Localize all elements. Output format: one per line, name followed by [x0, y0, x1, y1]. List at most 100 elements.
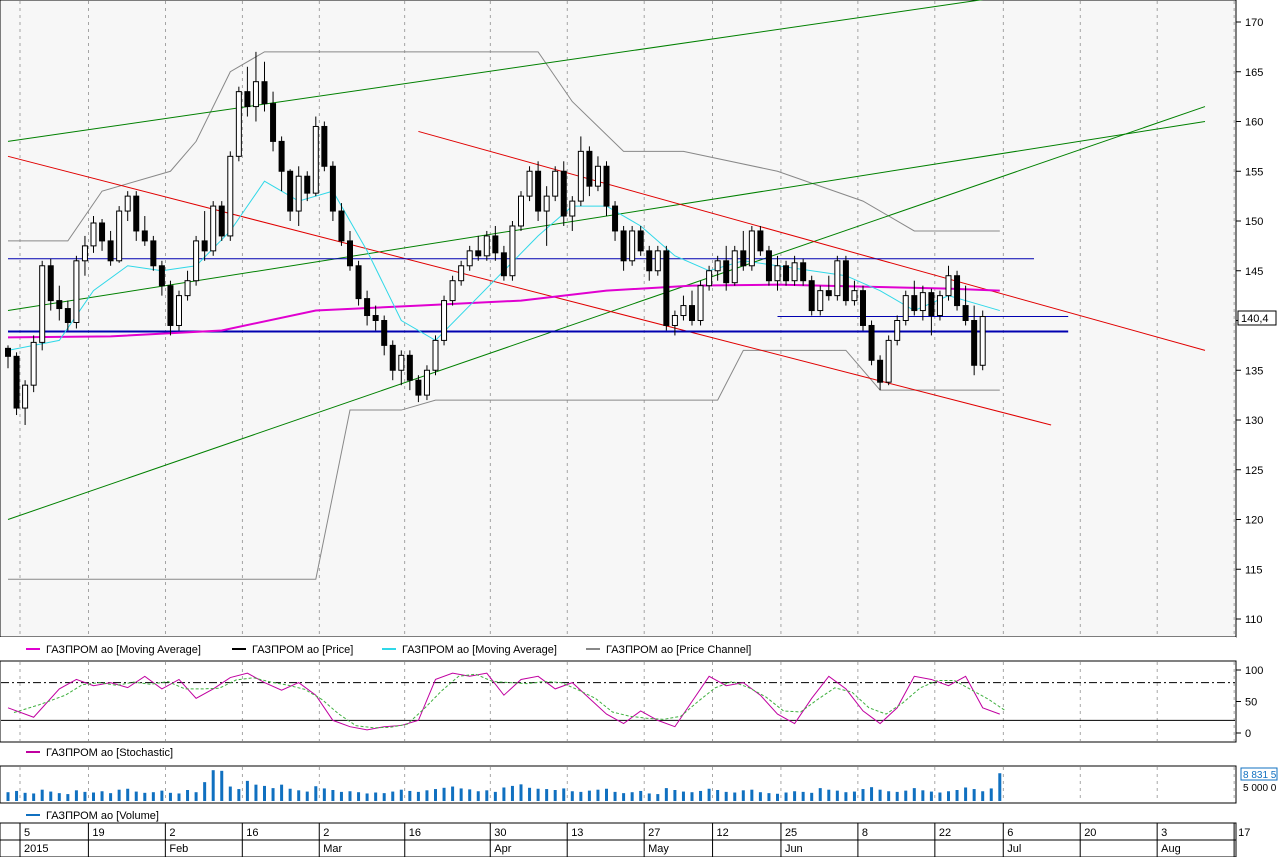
volume-bar	[49, 791, 53, 801]
time-axis-day-label: 22	[939, 827, 951, 839]
trend-line-up	[7, 106, 1206, 520]
candle-body	[278, 140, 285, 172]
candle-body	[868, 324, 875, 361]
candle-body	[415, 379, 422, 396]
stochastic-y-axis: 100 50 0	[1236, 665, 1263, 740]
volume-bar	[57, 793, 61, 801]
volume-bar	[442, 787, 446, 801]
candle-body	[535, 170, 542, 212]
volume-bar	[382, 793, 386, 801]
candle-body	[577, 150, 584, 202]
volume-bar	[254, 784, 258, 801]
candle-body	[47, 265, 54, 302]
time-axis-day-label: 20	[1084, 827, 1096, 839]
candle-body	[355, 265, 362, 300]
candle-body	[560, 170, 567, 217]
volume-bar	[15, 790, 19, 801]
candle-body	[5, 347, 11, 357]
volume-bar	[553, 790, 557, 801]
volume-pane[interactable]: 8 831 5 5 000 0	[0, 765, 1278, 804]
volume-bar	[83, 791, 87, 801]
last-price-marker: 140,4	[1237, 310, 1277, 326]
volume-bar	[416, 791, 420, 801]
price-y-tick-label: 150	[1245, 216, 1263, 228]
stochastic-y-tick-label: 0	[1245, 728, 1251, 740]
candle-body	[210, 205, 217, 252]
volume-bar	[810, 792, 814, 801]
candle-body	[817, 290, 824, 312]
candle-body	[176, 295, 182, 326]
candle-body	[458, 265, 465, 282]
volume-bar	[989, 788, 993, 801]
volume-bar	[160, 790, 164, 801]
volume-bar	[938, 792, 942, 801]
time-axis-month-label: Aug	[1161, 843, 1181, 855]
volume-bar	[835, 790, 839, 801]
volume-bar	[784, 792, 788, 801]
volume-bar	[579, 791, 583, 801]
candle-body	[774, 265, 781, 282]
time-axis-day-label: 13	[571, 827, 583, 839]
time-axis-day-label: 2	[169, 827, 175, 839]
volume-bar	[134, 791, 138, 801]
volume-bar	[305, 791, 309, 801]
legend-label: ГАЗПРОМ ао [Moving Average]	[46, 644, 201, 656]
stochastic-d-line	[13, 673, 1007, 729]
volume-bar	[237, 789, 241, 801]
volume-bar	[66, 794, 70, 801]
volume-bar	[776, 793, 779, 801]
candle-body	[894, 320, 901, 341]
volume-bar	[793, 791, 797, 801]
stochastic-pane[interactable]: 100 50 0	[0, 660, 1263, 743]
legend-label: ГАЗПРОМ ао [Moving Average]	[402, 644, 557, 656]
candle-body	[706, 270, 713, 287]
time-axis-day-label: 25	[785, 827, 797, 839]
candle-body	[423, 369, 430, 396]
candle-body	[791, 262, 798, 282]
volume-bar	[365, 793, 369, 801]
time-axis-month-label: Feb	[169, 843, 188, 855]
price-pane[interactable]: 110115120125130135140145150155160165170 …	[0, 0, 1277, 638]
candle-body	[483, 235, 490, 257]
volume-bar	[357, 792, 361, 801]
volume-bar	[126, 788, 130, 801]
volume-last-box	[1240, 767, 1278, 781]
volume-bar	[947, 791, 950, 801]
volume-bar	[203, 782, 207, 801]
volume-bar	[758, 792, 762, 801]
volume-bar	[562, 788, 566, 801]
candle-body	[971, 320, 978, 366]
candle-body	[603, 165, 610, 207]
volume-grid	[19, 767, 1235, 802]
candle-body	[526, 170, 533, 197]
candle-body	[347, 240, 353, 267]
time-axis: 5 19 2 16 2 16 30 13 27 12 25 8 22 6 20 3 17 2015 Feb Mar Ap…	[0, 822, 1250, 858]
candle-body	[697, 285, 704, 321]
candle-body	[646, 250, 653, 272]
volume-bar	[613, 791, 617, 801]
volume-pane-bg	[0, 765, 1237, 804]
volume-bar	[263, 785, 266, 801]
volume-bar	[425, 790, 429, 801]
volume-bar	[707, 788, 711, 801]
volume-bar	[391, 791, 395, 801]
candle-body	[295, 175, 302, 212]
candle-body	[167, 285, 174, 326]
volume-bar	[716, 790, 720, 801]
candle-body	[150, 240, 157, 267]
candle-body	[227, 155, 234, 237]
volume-bar	[408, 790, 412, 801]
price-y-axis: 110115120125130135140145150155160165170	[1236, 17, 1263, 626]
volume-bar	[186, 790, 190, 801]
volume-bar	[459, 788, 463, 801]
time-axis-day-label: 6	[1007, 827, 1013, 839]
candle-body	[714, 260, 721, 272]
volume-bar	[143, 792, 147, 801]
trend-line-down	[418, 130, 1206, 351]
time-axis-day-label: 2	[323, 827, 329, 839]
candle-body	[834, 260, 841, 297]
candle-body	[287, 170, 294, 212]
volume-bar	[32, 793, 36, 801]
candle-body	[13, 355, 20, 409]
candle-body	[979, 316, 986, 366]
